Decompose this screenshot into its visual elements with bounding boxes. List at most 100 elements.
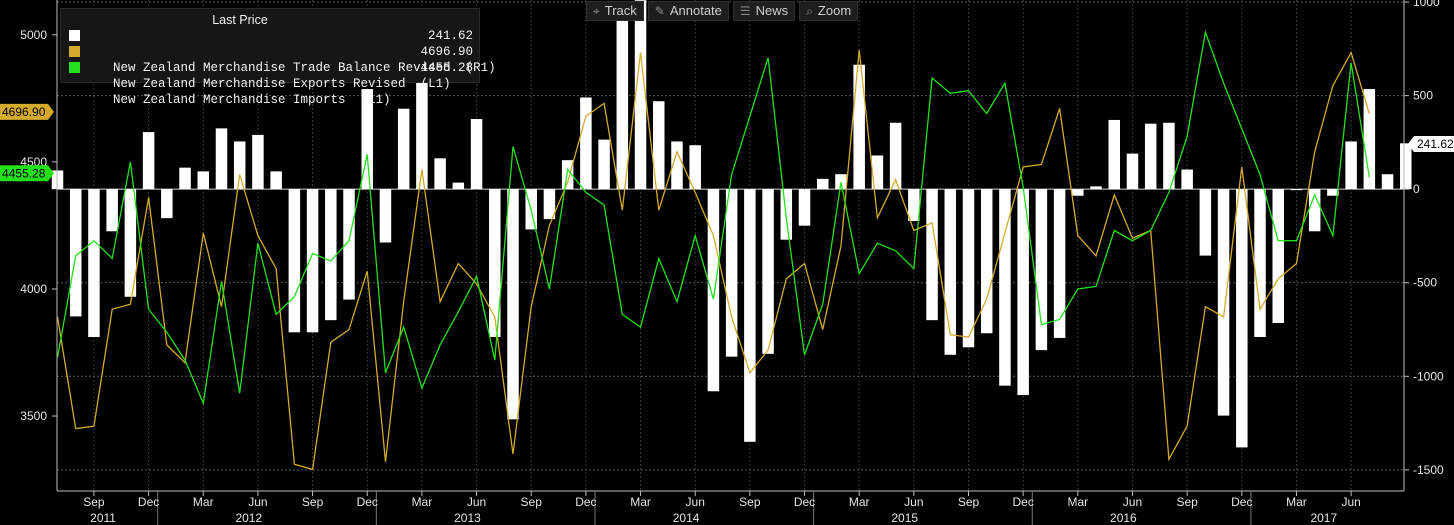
trade-balance-bar	[1181, 169, 1193, 190]
x-tick-label: Dec	[1012, 495, 1033, 509]
trade-balance-bar	[88, 189, 100, 338]
x-tick-label: Jun	[248, 495, 267, 509]
trade-balance-bar	[489, 189, 501, 338]
right-tick-label: 500	[1413, 89, 1433, 103]
right-tick-label: -1500	[1413, 463, 1444, 477]
series-lines	[56, 29, 1370, 471]
legend-row-trade-balance[interactable]: New Zealand Merchandise Trade Balance Re…	[61, 28, 496, 75]
legend-label-exports: New Zealand Merchandise Exports Revised …	[113, 77, 451, 91]
x-tick-label: Dec	[575, 495, 596, 509]
legend-swatch-trade-balance	[69, 30, 80, 41]
year-label: 2013	[454, 511, 481, 525]
x-tick-label: Mar	[412, 495, 433, 509]
trade-balance-bar	[999, 189, 1011, 386]
legend-swatch-exports	[69, 46, 80, 57]
trade-balance-bar	[1072, 189, 1084, 196]
trade-balance-bar	[598, 139, 610, 190]
trade-balance-bar	[161, 189, 173, 219]
trade-balance-bar	[343, 189, 355, 300]
trade-balance-bar	[707, 189, 720, 392]
left-tick-label: 5000	[20, 28, 47, 42]
legend-value-trade-balance: 241.62	[427, 29, 473, 43]
trade-balance-bar	[798, 189, 811, 226]
legend-row-exports[interactable]: New Zealand Merchandise Exports Revised …	[61, 44, 479, 91]
trade-balance-bar	[215, 128, 228, 190]
x-tick-label: Sep	[83, 495, 105, 509]
trade-balance-bar	[142, 132, 155, 190]
imports-line	[56, 29, 1370, 406]
x-tick-label: Mar	[630, 495, 651, 509]
news-label: News	[755, 3, 789, 18]
year-label: 2014	[673, 511, 700, 525]
trade-balance-bar	[325, 189, 337, 321]
legend-row-imports[interactable]: New Zealand Merchandise Imports (L1) 445…	[61, 60, 479, 107]
x-tick-label: Dec	[357, 495, 378, 509]
x-tick-label: Jun	[686, 495, 705, 509]
right-tick-label: 1000	[1413, 0, 1440, 9]
annotate-button[interactable]: ✎ Annotate	[647, 1, 729, 21]
trade-balance-bar	[452, 182, 465, 190]
pencil-icon: ✎	[654, 4, 665, 18]
year-label: 2015	[891, 511, 918, 525]
chart-toolbar: ⌖ Track ✎ Annotate ☰ News ⌕ Zoom	[586, 1, 859, 21]
imports-last-label-bg	[0, 165, 54, 182]
trade-balance-bar	[744, 189, 756, 442]
trade-balance-bar	[397, 108, 410, 190]
trade-balance-bar	[1017, 189, 1029, 396]
legend-label-imports: New Zealand Merchandise Imports (L1)	[113, 93, 391, 107]
trade-balance-bar	[1308, 189, 1321, 232]
year-label: 2017	[1310, 511, 1337, 525]
trade-balance-bar	[1126, 153, 1139, 190]
x-tick-label: Sep	[521, 495, 543, 509]
trade-balance-bar	[580, 97, 592, 190]
trade-balance-bar	[470, 119, 483, 190]
track-button[interactable]: ⌖ Track	[586, 1, 644, 21]
trade-balance-bar	[634, 0, 647, 190]
magnifier-icon: ⌕	[806, 4, 813, 18]
trade-balance-bar	[1381, 174, 1394, 190]
right-tick-label: -500	[1413, 276, 1437, 290]
trade-balance-bar	[889, 122, 902, 190]
trade-balance-bar	[908, 189, 920, 221]
trade-balance-bars	[51, 0, 1412, 448]
x-tick-label: Mar	[1067, 495, 1088, 509]
x-tick-label: Jun	[1341, 495, 1360, 509]
trade-balance-bar	[1345, 141, 1357, 190]
trade-balance-bar	[416, 78, 428, 190]
trade-balance-bar	[124, 189, 137, 297]
x-tick-label: Jun	[1123, 495, 1142, 509]
trade-balance-bar	[616, 9, 629, 190]
zoom-label: Zoom	[817, 3, 852, 18]
trade-balance-bar	[543, 189, 556, 220]
trade-balance-bar	[1363, 89, 1376, 190]
legend-label-trade-balance: New Zealand Merchandise Trade Balance Re…	[113, 61, 496, 75]
trade-balance-bar	[653, 101, 665, 190]
trade-balance-bar	[871, 155, 884, 190]
x-tick-label: Sep	[302, 495, 324, 509]
x-tick-label: Sep	[1176, 495, 1198, 509]
trade-balance-bar	[306, 189, 319, 333]
exports-last-label: 4696.90	[2, 105, 46, 119]
trade-balance-bar	[1144, 123, 1157, 190]
x-tick-label: Dec	[794, 495, 815, 509]
trade-balance-bar	[816, 178, 829, 190]
news-button[interactable]: ☰ News	[732, 1, 796, 21]
zoom-button[interactable]: ⌕ Zoom	[799, 1, 859, 21]
trade-balance-bar	[1090, 186, 1102, 190]
legend-value-imports: 4455.28	[420, 61, 473, 75]
trade-balance-bar	[179, 167, 191, 190]
x-tick-label: Mar	[1286, 495, 1307, 509]
x-tick-label: Mar	[849, 495, 870, 509]
x-tick-label: Mar	[193, 495, 214, 509]
trade-balance-bar	[1272, 189, 1284, 323]
imports-last-label: 4455.28	[2, 166, 46, 180]
trade-balance-bar	[962, 189, 975, 348]
x-tick-label: Jun	[467, 495, 486, 509]
trade-balance-bar	[1217, 189, 1230, 416]
left-tick-label: 4000	[20, 282, 47, 296]
trade-balance-bar	[1163, 122, 1175, 190]
trade-balance-bar	[106, 189, 118, 232]
trade-balance-bar	[1053, 189, 1066, 338]
trade-balance-bar	[1327, 189, 1339, 196]
